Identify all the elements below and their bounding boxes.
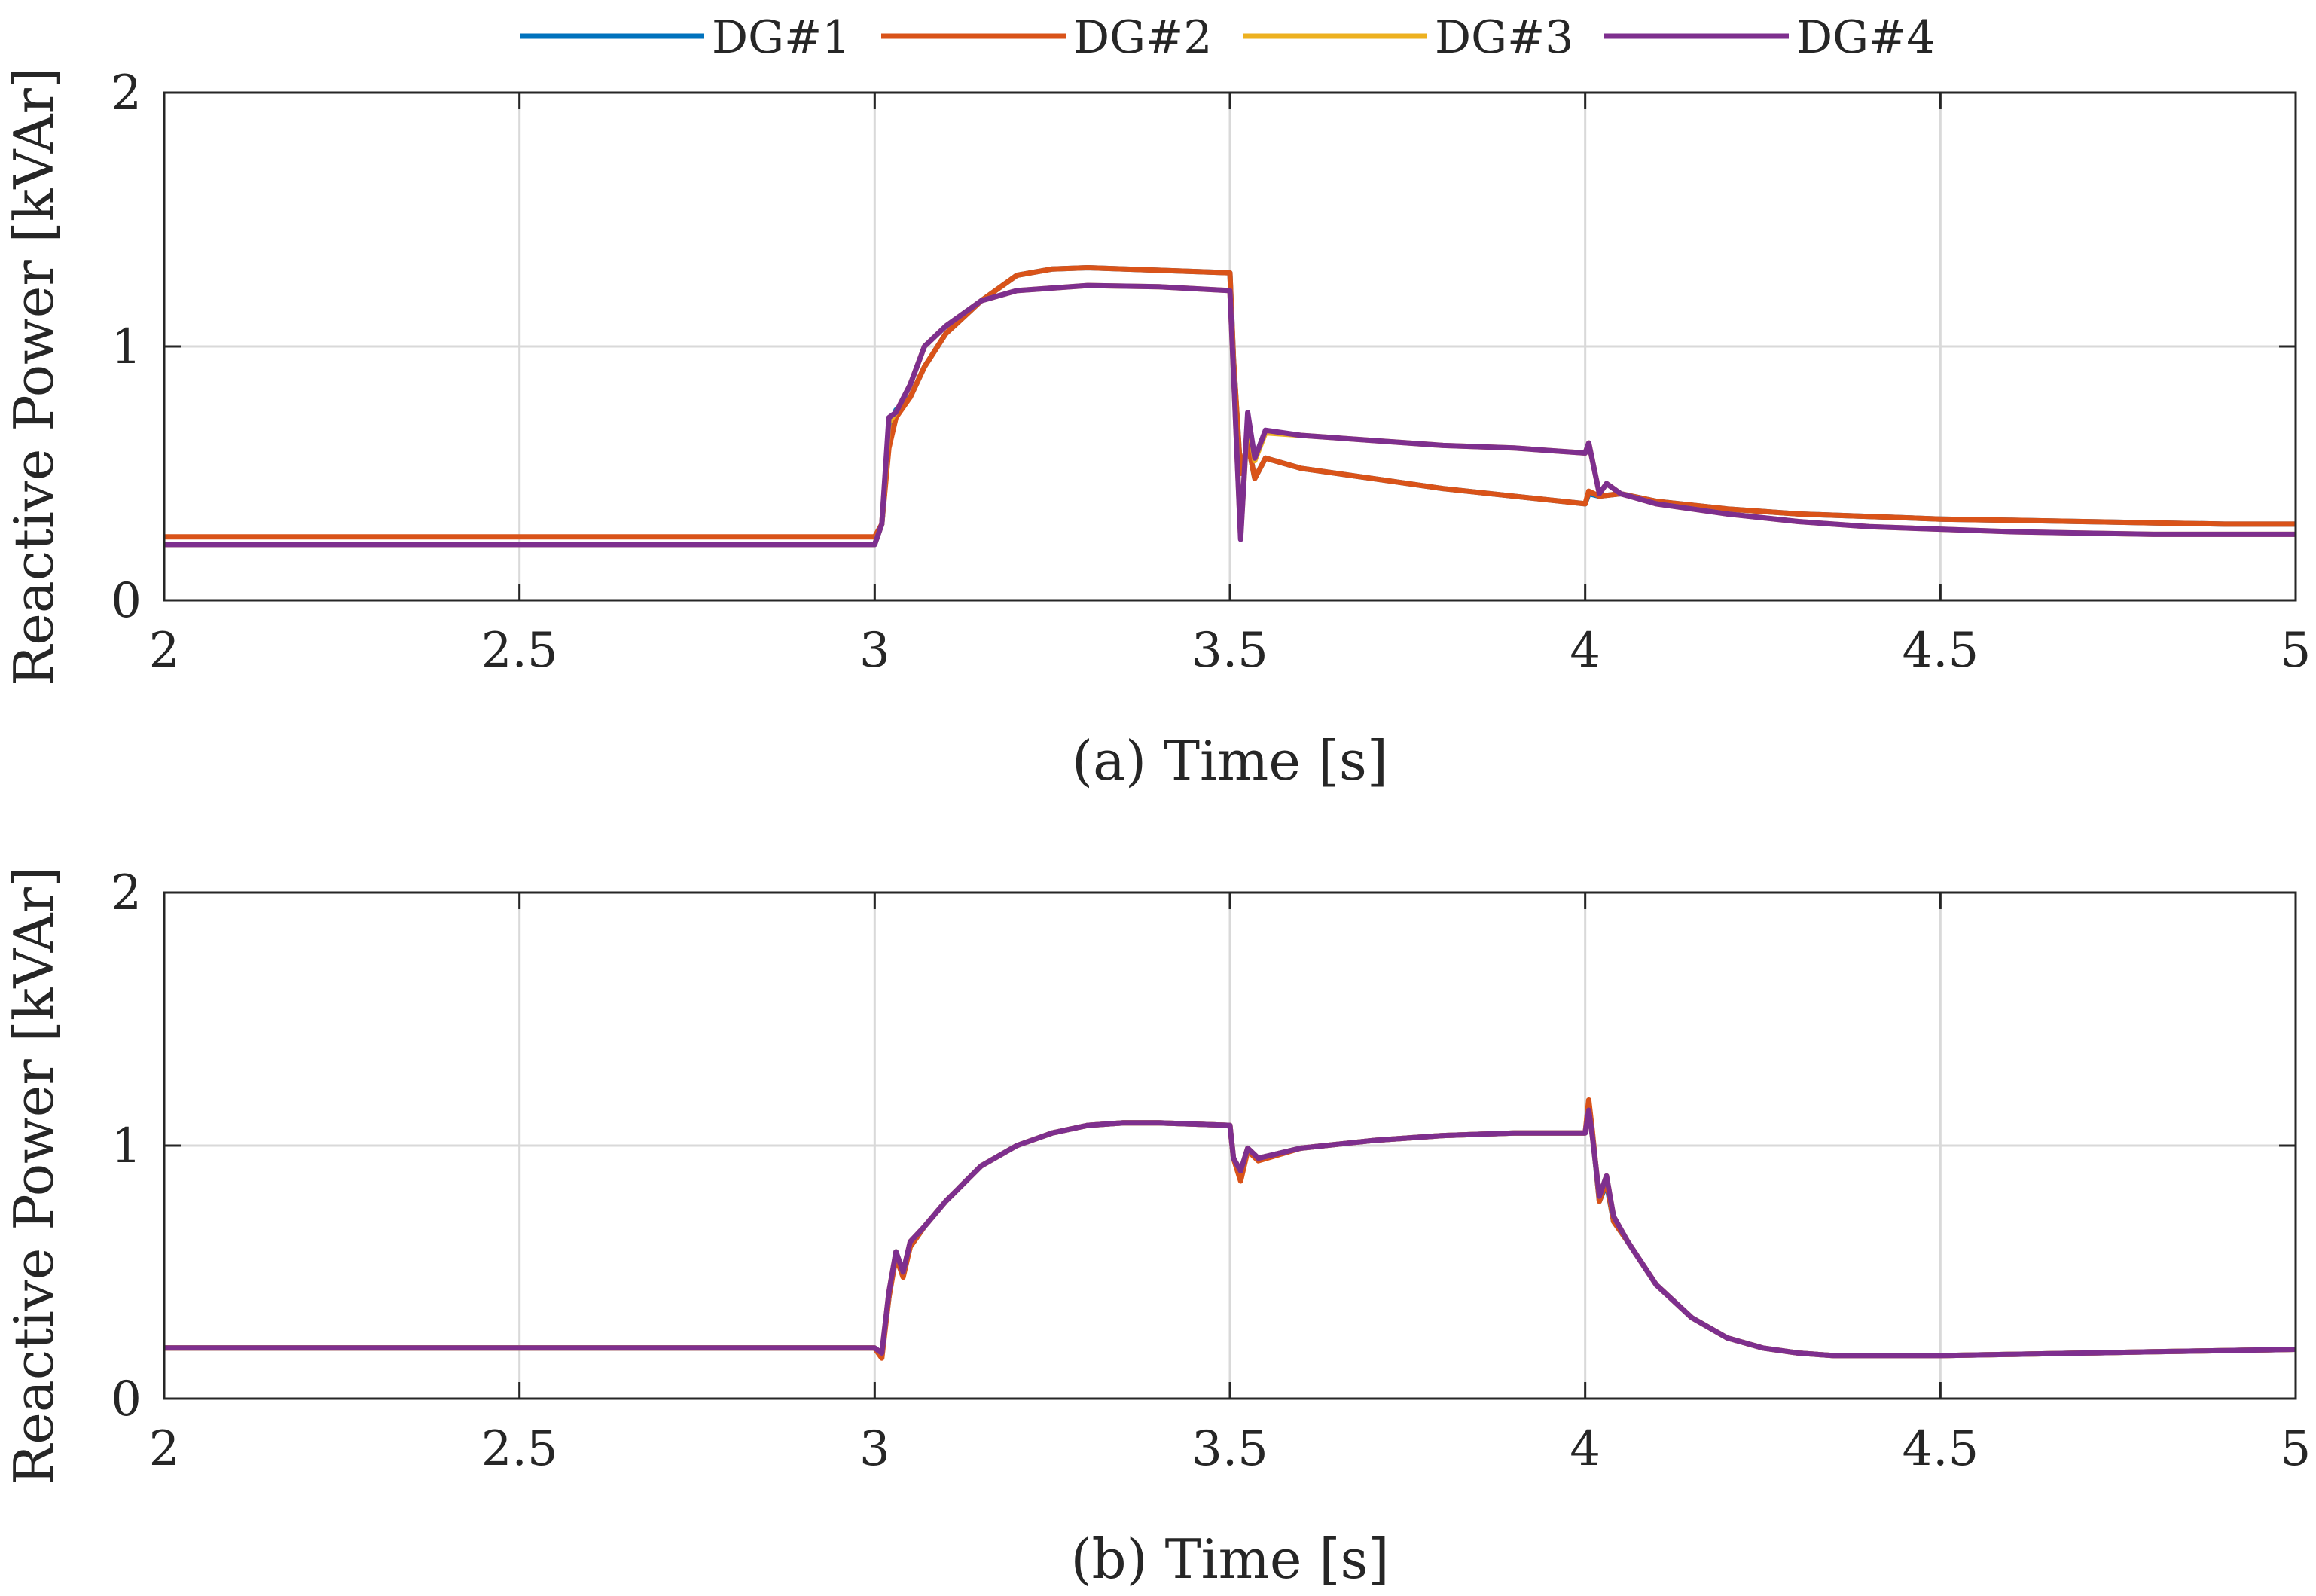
panel-a-series-dg2 — [164, 265, 2296, 540]
panel-a-series-group — [164, 265, 2296, 548]
panel-a-xtick-label-0: 2 — [149, 623, 180, 679]
panel-a-series-dg4 — [164, 282, 2296, 548]
legend-entry-dg2: DG#2 — [881, 11, 1212, 64]
panel-b-series-dg4 — [164, 1107, 2296, 1359]
panel-a-ytick-label-0: 0 — [111, 573, 142, 629]
panel-a-xtick-label-1: 2.5 — [481, 623, 558, 679]
legend-entry-dg3: DG#3 — [1243, 11, 1573, 64]
panel-a-xtick-label-6: 5 — [2281, 623, 2311, 679]
panel-b-xtick-label-6: 5 — [2281, 1421, 2311, 1477]
panel-b-xtick-label-5: 4.5 — [1902, 1421, 1979, 1477]
panel-a-xtick-label-5: 4.5 — [1902, 623, 1979, 679]
panel-b-ytick-label-1: 1 — [111, 1118, 142, 1174]
legend-label-dg2: DG#2 — [1073, 11, 1212, 64]
panel-a-xtick-label-4: 4 — [1570, 623, 1600, 679]
panel-b-ytick-label-0: 0 — [111, 1372, 142, 1427]
panel-b-xtick-label-0: 2 — [149, 1421, 180, 1477]
panel-b-xtick-label-1: 2.5 — [481, 1421, 558, 1477]
legend-label-dg4: DG#4 — [1796, 11, 1935, 64]
panel-b-ylabel: Reactive Power [kVAr] — [2, 866, 66, 1485]
legend: DG#1 DG#2 DG#3 DG#4 — [520, 11, 1935, 64]
legend-entry-dg4: DG#4 — [1604, 11, 1935, 64]
panel-b-xtick-label-4: 4 — [1570, 1421, 1600, 1477]
panel-b-xlabel: (b) Time [s] — [1070, 1527, 1389, 1591]
panel-b-xtick-label-3: 3.5 — [1192, 1421, 1268, 1477]
panel-b-series-group — [164, 1097, 2296, 1361]
legend-entry-dg1: DG#1 — [520, 11, 850, 64]
panel-a-xtick-label-2: 3 — [859, 623, 890, 679]
panel-b-xtick-label-2: 3 — [859, 1421, 890, 1477]
panel-b-ytick-label-2: 2 — [111, 865, 142, 921]
panel-a: 2 2.5 3 3.5 4 4.5 5 0 1 2 (a) Time [s] Reactive Pow… — [2, 66, 2311, 792]
panel-b: 2 2.5 3 3.5 4 4.5 5 0 1 2 (b) Time [s] Reactive Pow… — [2, 865, 2311, 1591]
panel-a-xlabel: (a) Time [s] — [1072, 729, 1388, 792]
legend-label-dg3: DG#3 — [1435, 11, 1573, 64]
legend-label-dg1: DG#1 — [712, 11, 850, 64]
panel-a-ytick-label-2: 2 — [111, 66, 142, 121]
panel-a-ylabel: Reactive Power [kVAr] — [2, 67, 66, 686]
panel-a-xtick-label-3: 3.5 — [1192, 623, 1268, 679]
panel-a-ytick-label-1: 1 — [111, 319, 142, 375]
